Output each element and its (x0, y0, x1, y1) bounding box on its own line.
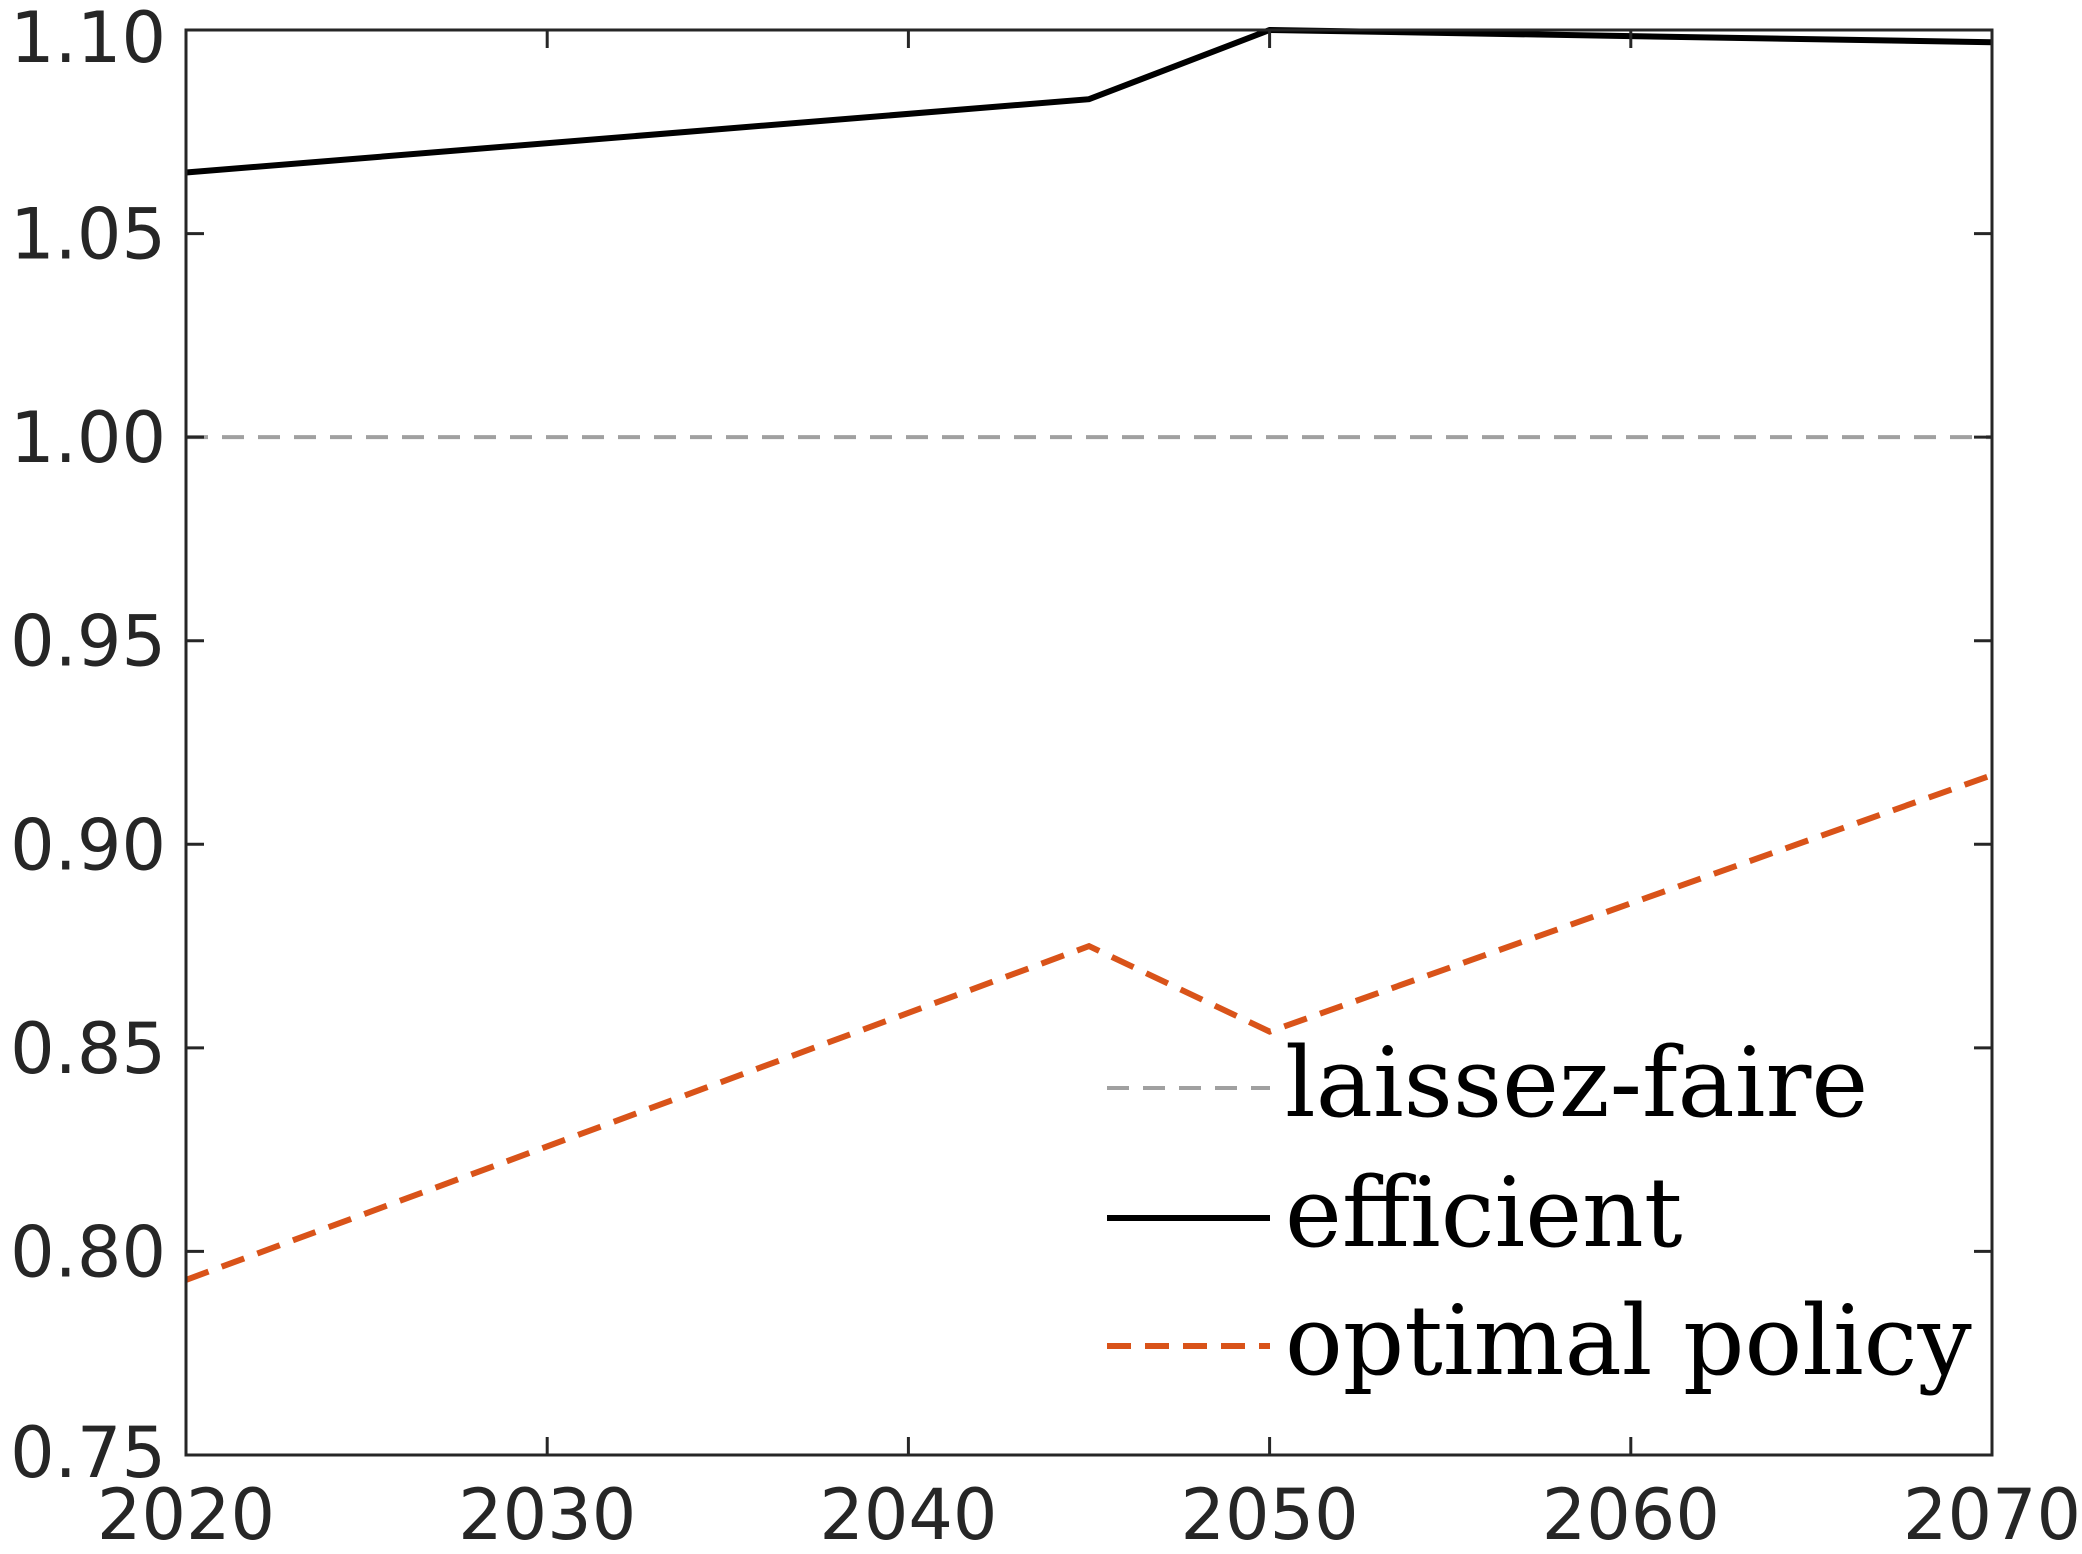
axes-frame (184, 28, 1994, 1457)
legend-label: laissez-faire (1285, 1027, 1868, 1139)
x-tick-label: 2040 (819, 1474, 997, 1554)
x-tick-label: 2020 (97, 1474, 275, 1554)
y-tick-label: 0.95 (10, 601, 166, 683)
x-tick-label: 2050 (1181, 1474, 1359, 1554)
legend: laissez-faire efficient optimal policy (1107, 1027, 1972, 1397)
y-tick-label: 0.90 (10, 804, 166, 886)
x-tick-label: 2030 (458, 1474, 636, 1554)
y-tick-label: 0.80 (10, 1211, 166, 1293)
x-tick-label: 2060 (1542, 1474, 1720, 1554)
ticks-layer: 2020 2030 2040 2050 2060 2070 0.75 0.80 0.85 0.90… (10, 0, 2081, 1554)
series-line-efficient (185, 26, 1993, 176)
y-tick-label: 1.05 (10, 194, 166, 276)
y-tick-label: 1.10 (10, 0, 166, 79)
y-tick-label: 0.75 (10, 1412, 166, 1494)
legend-label: efficient (1285, 1157, 1682, 1269)
x-tick-label: 2070 (1903, 1474, 2081, 1554)
y-tick-label: 0.85 (10, 1008, 166, 1090)
y-tick-label: 1.00 (10, 397, 166, 479)
legend-label: optimal policy (1285, 1285, 1972, 1397)
